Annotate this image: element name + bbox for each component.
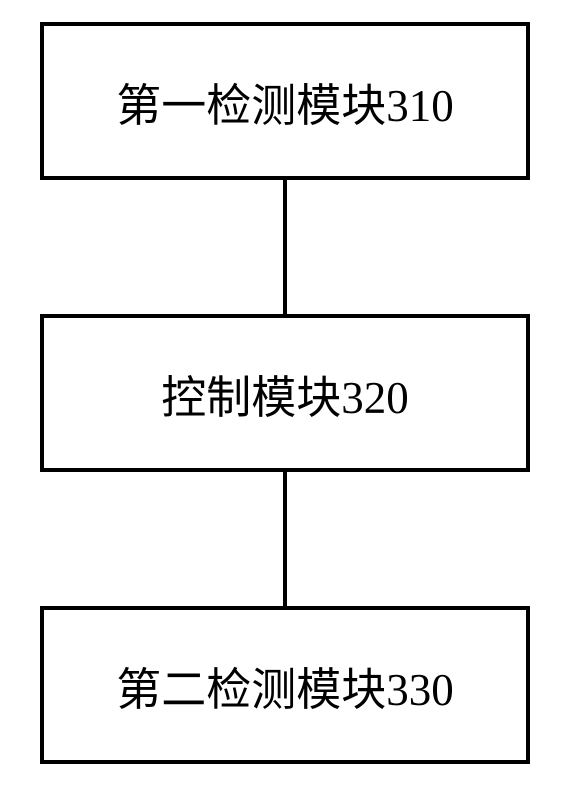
node-310: 第一检测模块310	[40, 22, 530, 180]
node-320: 控制模块320	[40, 314, 530, 472]
edge-320-330	[283, 472, 287, 606]
node-330-label: 第二检测模块330	[116, 653, 454, 718]
node-330: 第二检测模块330	[40, 606, 530, 764]
node-320-label: 控制模块320	[161, 361, 409, 426]
edge-310-320	[283, 180, 287, 314]
node-310-label: 第一检测模块310	[116, 69, 454, 134]
diagram-canvas: 第一检测模块310 控制模块320 第二检测模块330	[0, 0, 571, 787]
